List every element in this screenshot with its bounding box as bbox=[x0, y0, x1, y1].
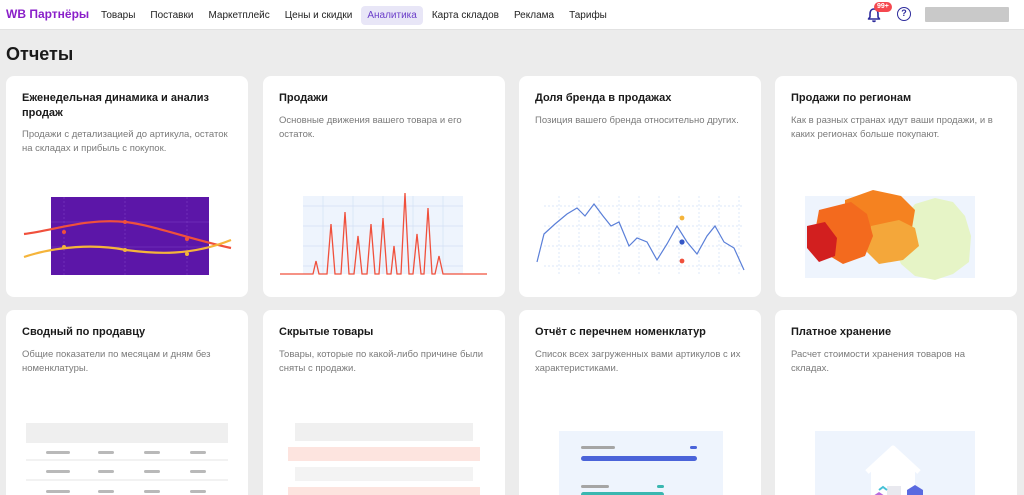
card-title: Скрытые товары bbox=[279, 326, 374, 338]
card-description: Товары, которые по какой-либо причине бы… bbox=[279, 349, 484, 374]
top-bar: WB Партнёры Товары Поставки Маркетплейс … bbox=[0, 0, 1024, 30]
weekly-chart-illustration bbox=[23, 197, 232, 275]
hidden-products-illustration bbox=[288, 423, 480, 495]
sales-chart-illustration bbox=[280, 192, 487, 275]
card-description: Общие показатели по месяцам и дням без н… bbox=[22, 349, 211, 374]
report-card-hidden-products[interactable]: Скрытые товары Товары, которые по какой-… bbox=[263, 310, 505, 495]
card-description: Продажи с детализацией до артикула, оста… bbox=[22, 129, 228, 154]
warehouse-illustration bbox=[815, 431, 975, 495]
nav-item-products[interactable]: Товары bbox=[101, 9, 136, 21]
report-card-seller-summary[interactable]: Сводный по продавцу Общие показатели по … bbox=[6, 310, 248, 495]
card-title: Отчёт с перечнем номенклатур bbox=[535, 326, 706, 338]
card-title: Доля бренда в продажах bbox=[535, 92, 672, 104]
report-card-regions[interactable]: Продажи по регионам Как в разных странах… bbox=[775, 76, 1017, 297]
account-placeholder[interactable] bbox=[925, 7, 1009, 22]
nomenclature-list-illustration bbox=[559, 431, 723, 495]
card-description: Позиция вашего бренда относительно други… bbox=[535, 115, 739, 126]
report-card-nomenclature[interactable]: Отчёт с перечнем номенклатур Список всех… bbox=[519, 310, 761, 495]
report-card-paid-storage[interactable]: Платное хранение Расчет стоимости хранен… bbox=[775, 310, 1017, 495]
nav-item-tariffs[interactable]: Тарифы bbox=[569, 9, 607, 21]
logo[interactable]: WB Партнёры bbox=[6, 7, 90, 21]
nav-item-prices[interactable]: Цены и скидки bbox=[284, 9, 353, 21]
brand-share-chart-illustration bbox=[536, 196, 745, 274]
card-description: Список всех загруженных вами артикулов с… bbox=[535, 349, 741, 374]
card-description: Расчет стоимости хранения товаров на скл… bbox=[791, 349, 966, 374]
help-icon[interactable]: ? bbox=[897, 7, 911, 21]
nav-item-marketplace[interactable]: Маркетплейс bbox=[208, 9, 270, 21]
nav-item-warehouse-map[interactable]: Карта складов bbox=[431, 9, 499, 21]
main-nav: Товары Поставки Маркетплейс Цены и скидк… bbox=[95, 4, 616, 26]
report-card-sales[interactable]: Продажи Основные движения вашего товара … bbox=[263, 76, 505, 297]
page-title: Отчеты bbox=[6, 44, 74, 64]
report-card-weekly-dynamics[interactable]: Еженедельная динамика и анализ продаж Пр… bbox=[6, 76, 248, 297]
card-description: Как в разных странах идут ваши продажи, … bbox=[791, 115, 993, 140]
nav-item-analytics[interactable]: Аналитика bbox=[361, 5, 423, 25]
card-title: Еженедельная динамика и анализ продаж bbox=[22, 92, 209, 119]
card-description: Основные движения вашего товара и его ос… bbox=[279, 115, 462, 140]
notifications-badge: 99+ bbox=[874, 2, 892, 12]
summary-table-illustration bbox=[26, 423, 228, 493]
regions-map-illustration bbox=[805, 190, 975, 280]
card-title: Сводный по продавцу bbox=[22, 326, 146, 338]
report-card-brand-share[interactable]: Доля бренда в продажах Позиция вашего бр… bbox=[519, 76, 761, 297]
card-title: Продажи bbox=[279, 92, 328, 104]
card-title: Продажи по регионам bbox=[791, 92, 912, 104]
nav-item-ads[interactable]: Реклама bbox=[513, 9, 555, 21]
card-title: Платное хранение bbox=[791, 326, 892, 338]
nav-item-supplies[interactable]: Поставки bbox=[150, 9, 194, 21]
